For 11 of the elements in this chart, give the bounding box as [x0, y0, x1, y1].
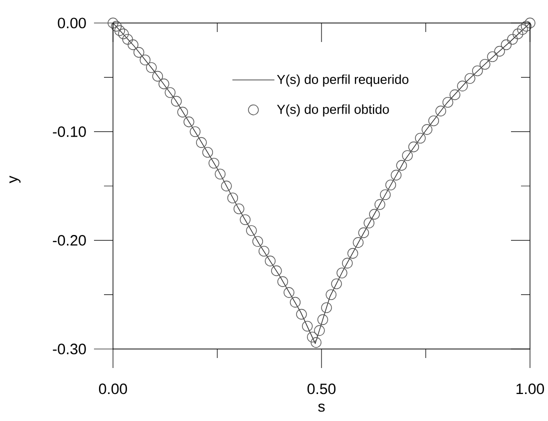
y-tick-label: -0.10 — [52, 126, 86, 137]
legend-label: Y(s) do perfil obtido — [277, 104, 389, 117]
x-tick-label: 0.00 — [98, 384, 128, 394]
y-tick-label: -0.20 — [52, 235, 86, 246]
x-axis-title: s — [318, 404, 325, 412]
y-tick-label: 0.00 — [58, 18, 86, 28]
x-tick-label: 0.50 — [307, 384, 336, 394]
y-axis-title: y — [9, 176, 21, 184]
y-tick-label: -0.30 — [52, 344, 86, 354]
legend-label: Y(s) do perfil requerido — [277, 74, 408, 87]
x-tick-label: 1.00 — [516, 384, 544, 394]
